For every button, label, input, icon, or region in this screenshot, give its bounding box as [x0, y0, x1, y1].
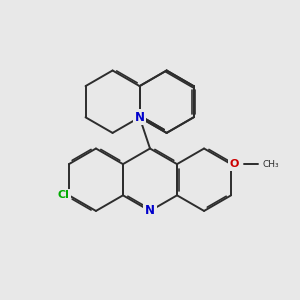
Text: N: N	[145, 204, 155, 218]
Text: N: N	[135, 111, 145, 124]
Text: CH₃: CH₃	[262, 160, 279, 169]
Text: O: O	[230, 159, 239, 169]
Text: Cl: Cl	[58, 190, 70, 200]
